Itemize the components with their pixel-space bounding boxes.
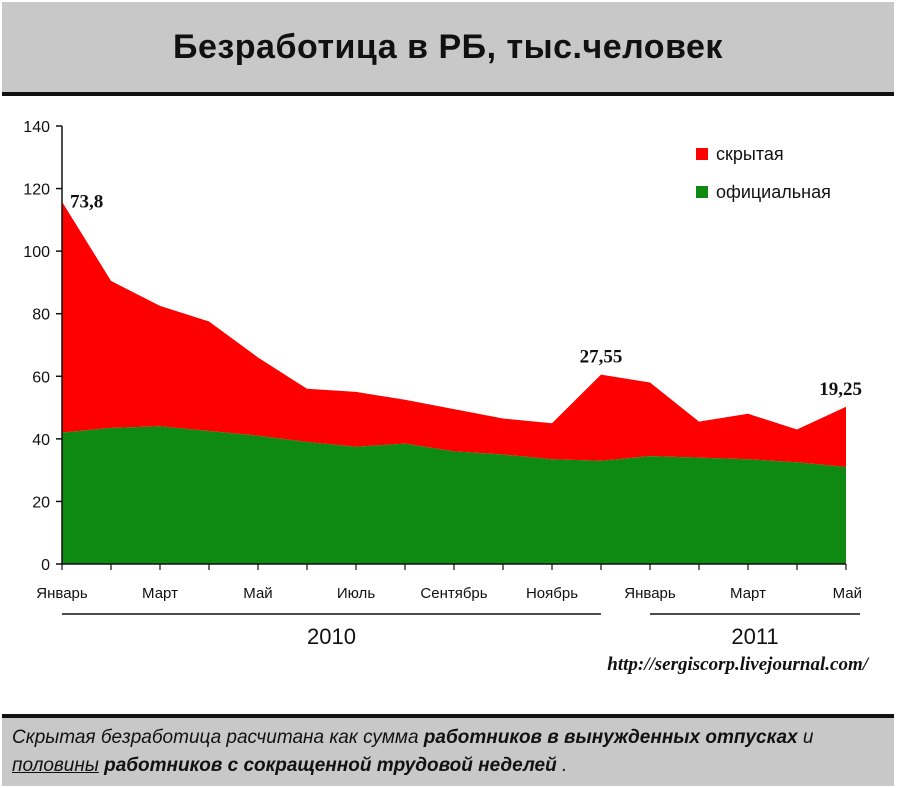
y-tick-label: 100 <box>23 244 50 261</box>
footnote-part-4: половины <box>12 755 99 776</box>
x-tick-label: Ноябрь <box>526 585 578 602</box>
footnote-part-2: работников в вынужденных отпусках <box>423 727 798 748</box>
data-label: 73,8 <box>70 192 103 213</box>
source-url: http://sergiscorp.livejournal.com/ <box>607 654 869 675</box>
footnote: Скрытая безработица расчитана как сумма … <box>2 714 894 786</box>
area-chart: 0 20 40 60 80 100 120 140 Январь Март Май Июль Сентя… <box>23 119 869 675</box>
y-tick-label: 80 <box>32 307 50 324</box>
footnote-part-6: . <box>556 755 568 776</box>
y-tick-label: 0 <box>41 557 50 574</box>
y-tick-label: 60 <box>32 369 50 386</box>
year-group-label: 2010 <box>307 624 356 649</box>
y-tick-label: 120 <box>23 182 50 199</box>
x-tick-label: Январь <box>624 585 676 602</box>
x-tick-label: Май <box>243 585 272 602</box>
legend-label: скрытая <box>716 144 784 164</box>
plot-area <box>62 201 846 564</box>
legend-label: официальная <box>716 182 831 202</box>
x-tick-label: Январь <box>36 585 88 602</box>
data-label: 19,25 <box>819 379 862 400</box>
x-tick-label: Май <box>833 585 862 602</box>
legend-swatch <box>696 148 708 160</box>
series-area-official <box>62 426 846 564</box>
y-tick-label: 20 <box>32 494 50 511</box>
x-tick-label: Июль <box>337 585 375 602</box>
x-tick-label: Сентябрь <box>420 585 487 602</box>
series-area-hidden <box>62 201 846 467</box>
x-tick-label: Март <box>730 585 766 602</box>
chart-title-bar: Безработица в РБ, тыс.человек <box>2 2 894 96</box>
y-tick-label: 40 <box>32 432 50 449</box>
chart-title: Безработица в РБ, тыс.человек <box>173 27 723 66</box>
y-tick-label: 140 <box>23 119 50 136</box>
x-tick-label: Март <box>142 585 178 602</box>
axes: 0 20 40 60 80 100 120 140 Январь Март Май Июль Сентя… <box>23 119 862 649</box>
footnote-part-1: Скрытая безработица расчитана как сумма <box>12 727 424 748</box>
legend: скрытая официальная <box>696 144 831 202</box>
labels: 73,8 27,55 19,25 <box>70 192 862 400</box>
legend-swatch <box>696 186 708 198</box>
footnote-part-3: и <box>797 727 814 748</box>
data-label: 27,55 <box>580 347 623 368</box>
footnote-part-5: работников с сокращенной трудовой неделе… <box>98 755 557 776</box>
year-group-label: 2011 <box>731 624 778 649</box>
